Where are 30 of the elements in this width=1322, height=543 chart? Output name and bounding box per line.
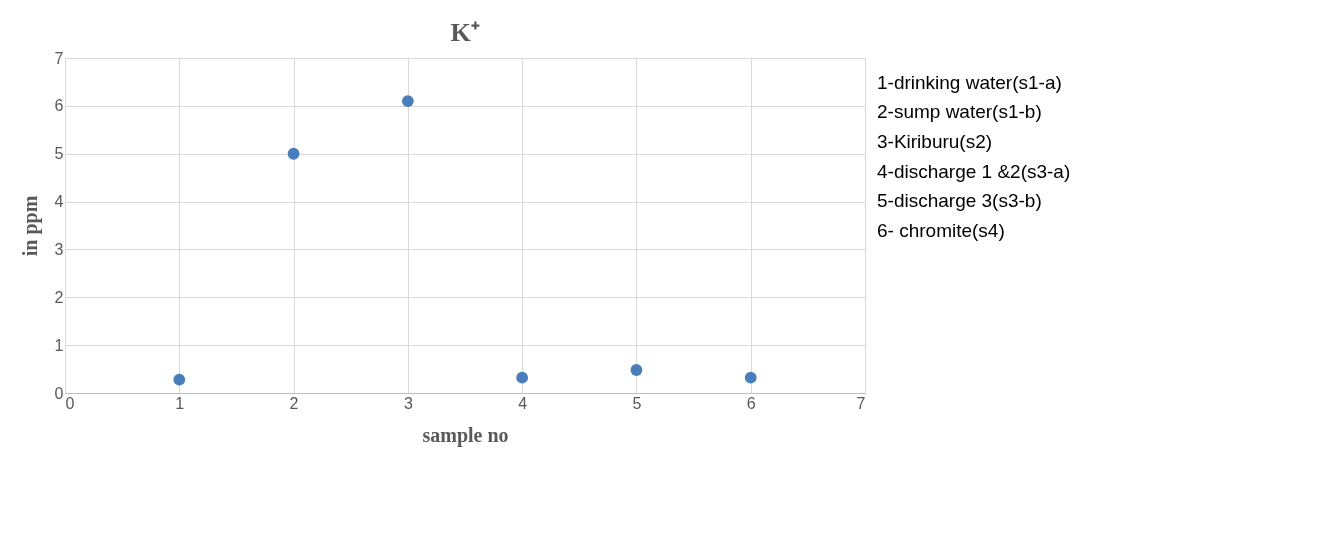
x-tick-label: 7 bbox=[856, 394, 866, 412]
text: 4-discharge 1 &2(s3-a) bbox=[877, 160, 1071, 182]
y-tick-label: 3 bbox=[54, 240, 64, 258]
x-tick-label: 1 bbox=[175, 394, 185, 412]
y-tick-label: 6 bbox=[54, 97, 64, 115]
point bbox=[744, 371, 757, 384]
text: 5-discharge 3(s3-b) bbox=[877, 190, 1042, 212]
x-tick-label: 2 bbox=[289, 394, 299, 412]
y-tick-label: 2 bbox=[54, 288, 64, 306]
text: 3-Kiriburu(s2) bbox=[877, 130, 993, 152]
y-tick-label: 4 bbox=[54, 193, 64, 211]
x-tick-label: 3 bbox=[403, 394, 413, 412]
point bbox=[401, 95, 414, 107]
text: 1-drinking water(s1-a) bbox=[877, 71, 1062, 93]
point bbox=[630, 364, 643, 376]
point bbox=[516, 371, 529, 384]
point bbox=[287, 147, 300, 160]
chart-title: K⁺ bbox=[450, 18, 480, 47]
x-tick-label: 5 bbox=[632, 394, 642, 412]
y-axis-title: in ppm bbox=[18, 195, 42, 257]
x-tick-label: 6 bbox=[746, 394, 756, 412]
text: 2-sump water(s1-b) bbox=[877, 101, 1042, 123]
x-axis-title: sample no bbox=[422, 423, 509, 447]
y-tick-label: 5 bbox=[54, 145, 64, 163]
y-tick-label: 1 bbox=[54, 336, 64, 354]
x-tick-label: 0 bbox=[65, 394, 75, 412]
point bbox=[173, 373, 186, 386]
y-tick-label: 7 bbox=[54, 49, 64, 67]
x-tick-label: 4 bbox=[518, 394, 528, 412]
text: 6- chromite(s4) bbox=[877, 219, 1005, 241]
